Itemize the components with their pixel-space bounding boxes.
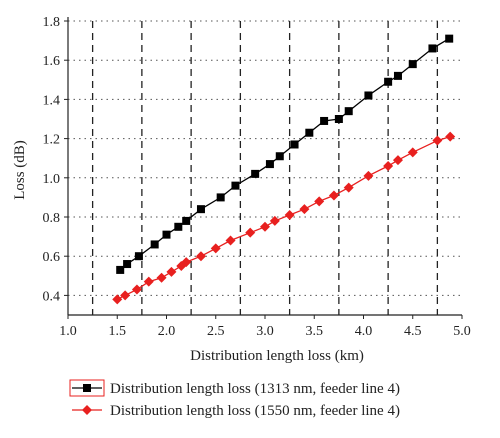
- series-1: [116, 34, 454, 274]
- data-point-square: [231, 181, 240, 190]
- x-tick-label: 2.0: [158, 324, 176, 339]
- y-tick-label: 1.6: [43, 54, 61, 69]
- grid-layer: [68, 20, 462, 315]
- data-point-diamond: [407, 147, 418, 158]
- data-point-diamond: [383, 161, 394, 172]
- y-tick-label: 0.4: [43, 289, 61, 304]
- axes-layer: [64, 17, 463, 319]
- x-tick-label: 4.5: [404, 324, 422, 339]
- y-axis-title: Loss (dB): [12, 140, 28, 200]
- data-point-square: [251, 169, 260, 178]
- x-tick-label: 5.0: [453, 324, 471, 339]
- data-point-diamond: [260, 221, 270, 232]
- data-point-square: [275, 152, 284, 161]
- data-point-diamond: [143, 276, 154, 287]
- y-tick-label: 0.8: [43, 211, 61, 226]
- x-tick-label: 1.0: [59, 324, 77, 339]
- data-point-diamond: [284, 210, 295, 221]
- legend-frame: [69, 379, 105, 397]
- data-point-diamond: [269, 215, 280, 226]
- data-point-square: [83, 384, 91, 392]
- data-point-diamond: [392, 155, 403, 166]
- data-point-square: [305, 128, 314, 137]
- x-tick-label: 1.5: [109, 324, 127, 339]
- data-point-square: [182, 216, 191, 225]
- x-axis-title: Distribution length loss (km): [190, 348, 364, 364]
- data-point-square: [320, 116, 329, 125]
- y-tick-label: 0.6: [43, 250, 61, 265]
- data-point-square: [408, 60, 417, 69]
- x-tick-label: 4.0: [355, 324, 373, 339]
- data-point-diamond: [299, 204, 310, 215]
- legend-label: Distribution length loss (1550 nm, feede…: [110, 403, 400, 419]
- data-point-diamond: [245, 227, 256, 238]
- data-point-diamond: [432, 135, 443, 146]
- data-point-diamond: [166, 266, 177, 277]
- data-point-square: [162, 230, 171, 239]
- data-point-diamond: [363, 170, 374, 181]
- data-point-diamond: [445, 131, 456, 142]
- data-point-square: [334, 115, 343, 123]
- data-point-diamond: [181, 257, 192, 268]
- data-point-square: [290, 140, 299, 149]
- data-point-square: [134, 252, 143, 261]
- data-point-diamond: [82, 405, 92, 415]
- data-point-square: [116, 265, 125, 274]
- y-tick-label: 1.2: [43, 133, 61, 148]
- y-tick-label: 1.0: [43, 172, 61, 187]
- legend-label: Distribution length loss (1313 nm, feede…: [110, 381, 400, 397]
- data-point-diamond: [328, 190, 339, 201]
- x-tick-label: 3.5: [306, 324, 324, 339]
- data-point-square: [364, 91, 373, 100]
- data-point-square: [445, 34, 454, 43]
- series-2: [112, 131, 456, 305]
- data-point-diamond: [343, 182, 354, 193]
- data-point-square: [196, 205, 205, 214]
- tick-labels: 1.0 1.5 2.0 2.5 3.0 3.5 4.0 4.5 5.0 0.4 0.6 0.8 1.0 1…: [43, 15, 471, 339]
- data-point-diamond: [131, 284, 142, 295]
- y-tick-label: 1.4: [43, 93, 61, 108]
- data-point-diamond: [225, 235, 236, 246]
- data-point-diamond: [156, 272, 167, 283]
- data-point-square: [393, 71, 402, 80]
- data-point-diamond: [120, 290, 131, 301]
- data-point-square: [174, 222, 183, 231]
- legend-item-2: Distribution length loss (1550 nm, feede…: [72, 403, 400, 419]
- data-point-square: [344, 107, 353, 116]
- series-layer: [112, 34, 456, 305]
- data-point-square: [150, 240, 159, 249]
- data-point-diamond: [195, 251, 206, 262]
- data-point-square: [265, 160, 274, 169]
- x-tick-label: 3.0: [256, 324, 274, 339]
- legend-item-1: Distribution length loss (1313 nm, feede…: [69, 379, 400, 397]
- data-point-square: [123, 260, 132, 269]
- data-point-diamond: [112, 294, 123, 305]
- data-point-diamond: [210, 243, 221, 254]
- data-point-square: [428, 44, 437, 53]
- data-point-diamond: [314, 196, 325, 207]
- legend: Distribution length loss (1313 nm, feede…: [69, 379, 400, 419]
- data-point-square: [384, 77, 393, 86]
- y-tick-label: 1.8: [43, 15, 61, 30]
- data-point-square: [216, 193, 225, 202]
- x-tick-label: 2.5: [207, 324, 225, 339]
